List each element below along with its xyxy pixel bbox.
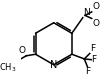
Text: CH$_3$: CH$_3$ — [0, 62, 17, 74]
Text: F: F — [85, 67, 90, 76]
Text: F: F — [92, 55, 97, 64]
Text: O: O — [19, 46, 26, 55]
Text: F: F — [90, 44, 95, 53]
Text: O: O — [92, 19, 99, 28]
Text: O: O — [92, 3, 99, 12]
Text: N: N — [50, 60, 57, 70]
Text: N: N — [83, 8, 90, 17]
